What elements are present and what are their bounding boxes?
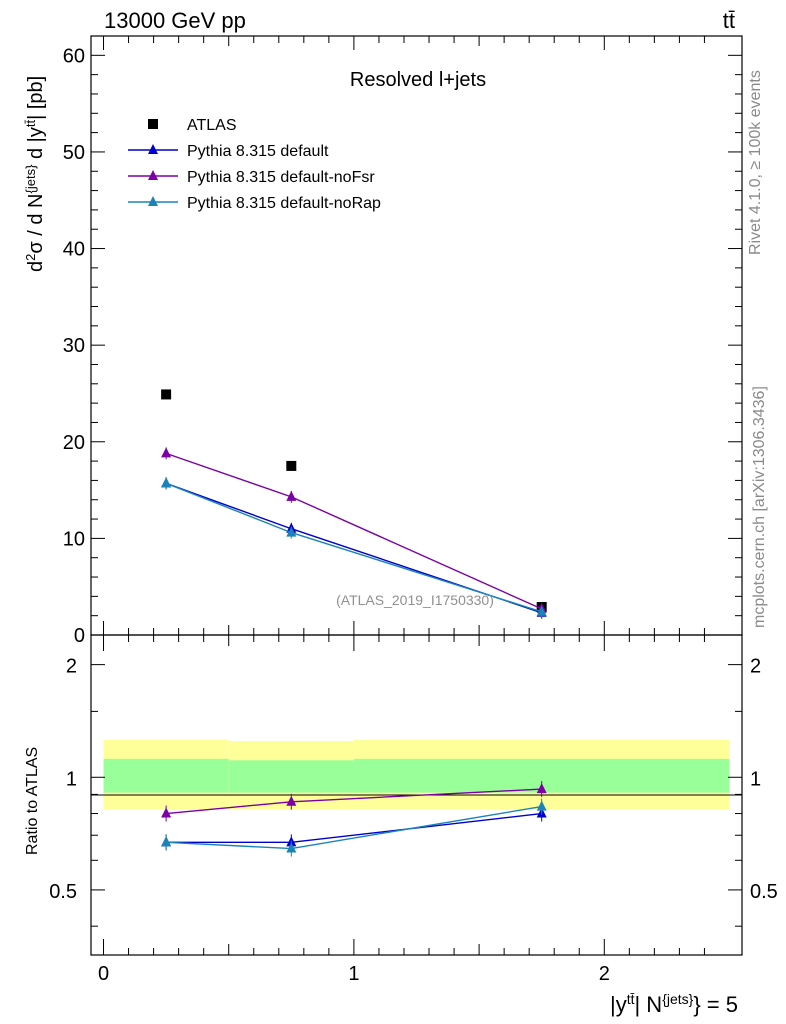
y-tick-label: 20: [63, 432, 85, 454]
series-pythia-8-315-default-norap: [161, 477, 547, 618]
ratio-y-tick-label-left: 0.5: [49, 881, 77, 903]
ratio-data-point: [161, 807, 172, 818]
legend-item-atlas: ATLAS: [148, 117, 237, 134]
ratio-series-pythia-8-315-default-norap: [161, 798, 547, 857]
ylabel-part-2: 2: [23, 254, 38, 261]
ratio-series-pythia-8-315-default: [161, 805, 547, 851]
ratio-y-tick-label-right: 2: [750, 656, 761, 678]
ylabel-part-5: d |y: [25, 127, 47, 164]
y-tick-label: 10: [63, 528, 85, 550]
ratio-series-pythia-8-315-default-nofsr: [161, 781, 547, 822]
data-point: [161, 389, 172, 400]
y-tick-label: 40: [63, 239, 85, 261]
legend-label: ATLAS: [187, 117, 237, 134]
y-tick-label: 50: [63, 142, 85, 164]
data-point: [286, 490, 297, 501]
rivet-label: Rivet 4.1.0, ≥ 100k events: [747, 70, 764, 255]
ratio-data-point: [286, 842, 297, 853]
ratio-panel: 0.5 0.5 1 1 2 2 0 1 2 Ratio to ATLAS |ytt̄| N{je…: [24, 634, 778, 1017]
legend-item-pythia-8-315-default: Pythia 8.315 default: [128, 143, 329, 160]
ratio-axis-ticks: 0.5 0.5 1 1 2 2 0 1 2: [49, 635, 778, 985]
ratio-frame: [90, 634, 743, 956]
data-point: [161, 477, 172, 488]
legend-label: Pythia 8.315 default-noRap: [187, 195, 381, 212]
ratio-y-tick-label-right: 1: [750, 768, 761, 790]
analysis-label: (ATLAS_2019_I1750330): [336, 592, 494, 608]
xlabel-part-1: |y: [610, 992, 627, 1017]
legend-item-pythia-8-315-default-norap: Pythia 8.315 default-noRap: [128, 195, 381, 212]
xlabel-part-4: {jets}: [662, 991, 693, 1007]
ratio-data-point: [536, 783, 547, 794]
main-panel: 0 10 20 30 40 50 60 Resolved l+jets (ATLAS_201…: [23, 35, 743, 647]
main-title: Resolved l+jets: [350, 69, 486, 91]
ratio-data-point: [536, 800, 547, 811]
series-pythia-8-315-default-nofsr: [161, 447, 547, 615]
data-point: [286, 460, 297, 471]
data-point: [286, 526, 297, 537]
main-ylabel: d2σ / d N{jets} d |ytt̄| [pb]: [23, 76, 48, 272]
series-atlas: [161, 389, 547, 612]
legend-label: Pythia 8.315 default-noFsr: [187, 169, 375, 186]
legend-marker: [148, 170, 158, 180]
legend-marker: [148, 119, 158, 129]
ratio-data-point: [161, 836, 172, 847]
series-line: [165, 452, 542, 610]
ratio-data-point: [286, 795, 297, 806]
legend-label: Pythia 8.315 default: [187, 143, 329, 160]
ylabel-part-7: | [pb]: [25, 76, 47, 120]
x-tick-label: 1: [348, 963, 359, 985]
legend-marker: [148, 144, 158, 154]
y-tick-label: 60: [63, 45, 85, 67]
y-tick-label: 0: [74, 625, 85, 647]
energy-label: 13000 GeV pp: [104, 8, 246, 33]
legend: ATLAS Pythia 8.315 default Pythia 8.315 de…: [128, 117, 381, 212]
ratio-plot-area: [161, 781, 547, 857]
ylabel-part-1: d: [25, 261, 47, 272]
ratio-xlabel: |ytt̄| N{jets}} = 5: [610, 991, 738, 1017]
ylabel-part-4: {jets}: [23, 164, 38, 194]
main-axis-ticks: 0 10 20 30 40 50 60: [63, 35, 742, 647]
xlabel-part-3: | N: [634, 992, 662, 1017]
ratio-ylabel: Ratio to ATLAS: [24, 747, 41, 855]
x-tick-label: 0: [98, 963, 109, 985]
xlabel-part-2: tt̄: [627, 991, 635, 1007]
ratio-y-tick-label-right: 0.5: [750, 881, 778, 903]
process-label: tt̄: [723, 8, 735, 33]
uncertainty-band-green: [228, 760, 354, 793]
ratio-y-tick-label-left: 2: [66, 656, 77, 678]
xlabel-part-5: } = 5: [693, 992, 738, 1017]
data-point: [161, 447, 172, 458]
main-plot-area: [161, 389, 547, 619]
legend-item-pythia-8-315-default-nofsr: Pythia 8.315 default-noFsr: [128, 169, 375, 186]
y-tick-label: 30: [63, 335, 85, 357]
data-point: [536, 605, 547, 616]
uncertainty-band-green: [103, 758, 229, 793]
legend-marker: [148, 196, 158, 206]
ylabel-part-3: σ / d N: [25, 194, 47, 254]
mcplots-label: mcplots.cern.ch [arXiv:1306.3436]: [751, 386, 768, 628]
ratio-y-tick-label-left: 1: [66, 768, 77, 790]
x-tick-label: 2: [599, 963, 610, 985]
ylabel-part-6: tt̄: [23, 120, 38, 128]
ratio-uncertainty-bands: [103, 739, 730, 810]
